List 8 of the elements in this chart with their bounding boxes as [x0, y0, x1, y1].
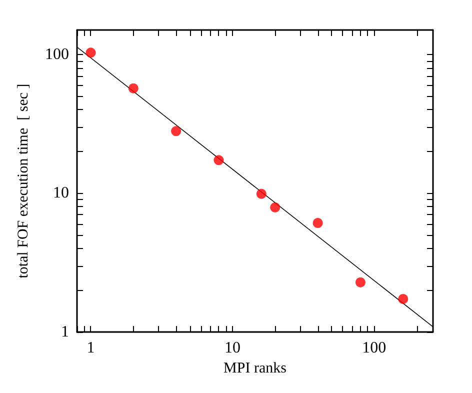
y-tick-label: 1: [61, 324, 69, 340]
y-axis-title: total FOF execution time [ sec ]: [16, 84, 32, 278]
x-tick-label: 100: [362, 340, 386, 356]
x-tick-label: 10: [224, 340, 240, 356]
y-tick-label: 10: [53, 184, 69, 202]
x-tick-label: 1: [86, 340, 95, 356]
x-axis-title: MPI ranks: [224, 360, 287, 376]
y-tick-label: 100: [45, 46, 69, 63]
